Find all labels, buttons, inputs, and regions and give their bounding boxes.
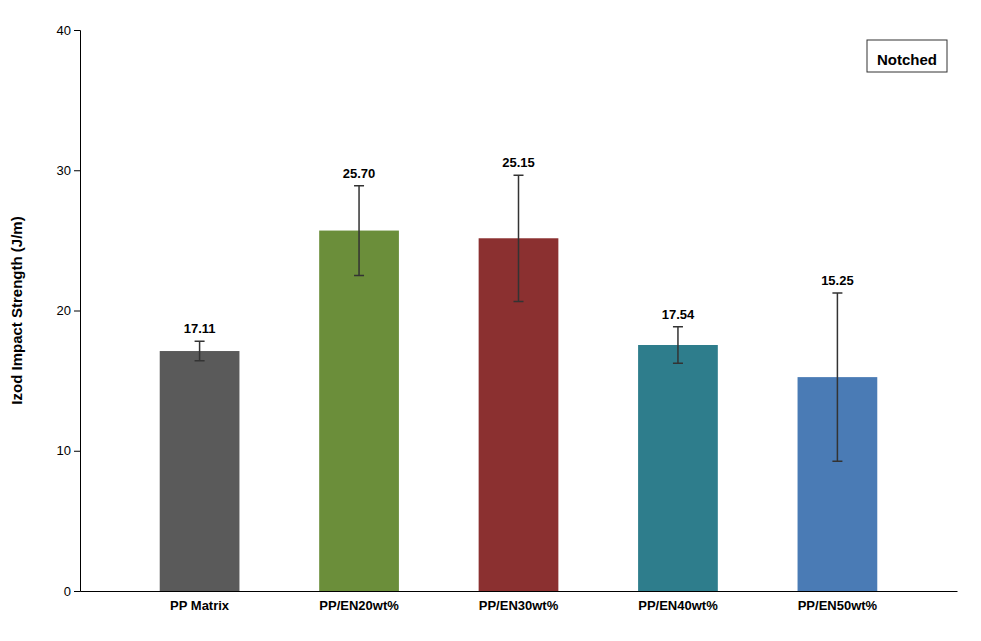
x-tick: PP/EN50wt%	[798, 591, 878, 613]
data-labels: 17.11 25.70 25.15 17.54 15.25	[184, 155, 854, 336]
legend-entry: Notched	[877, 51, 937, 68]
error-bar	[195, 341, 205, 361]
x-tick-label: PP/EN50wt%	[798, 598, 878, 613]
data-label: 15.25	[821, 273, 854, 288]
y-tick-label: 10	[57, 443, 71, 458]
marks	[160, 175, 878, 591]
legend-box	[867, 40, 947, 72]
error-bar	[673, 327, 683, 363]
x-tick: PP/EN30wt%	[479, 591, 559, 613]
y-tick-label: 30	[57, 163, 71, 178]
y-tick-mark	[74, 30, 80, 31]
x-tick: PP Matrix	[170, 591, 230, 613]
x-tick: PP/EN20wt%	[319, 591, 399, 613]
y-axis-line	[74, 31, 81, 592]
x-tick-label: PP/EN30wt%	[479, 598, 559, 613]
y-tick: 10	[57, 443, 80, 458]
x-axis-line	[81, 591, 958, 592]
y-axis-title: Izod Impact Strength (J/m)	[8, 216, 25, 404]
y-tick-mark	[74, 451, 80, 452]
bar	[319, 231, 399, 591]
data-label: 25.15	[502, 155, 535, 170]
data-label: 25.70	[343, 166, 376, 181]
y-tick-mark	[74, 591, 80, 592]
y-tick: 0	[64, 584, 80, 599]
y-tick: 20	[57, 303, 80, 318]
y-tick-mark	[74, 170, 80, 171]
data-label: 17.11	[184, 321, 216, 336]
x-axis: PP Matrix PP/EN20wt% PP/EN30wt% PP/EN40wt% P…	[81, 591, 958, 613]
y-tick-label: 40	[57, 23, 71, 38]
bar	[160, 351, 240, 591]
y-tick-label: 20	[57, 303, 71, 318]
legend: Notched	[867, 40, 947, 72]
series	[160, 175, 878, 591]
x-tick-label: PP/EN40wt%	[638, 598, 718, 613]
plot: 010203040PP MatrixPP/EN20wt%PP/EN30wt%PP…	[57, 23, 958, 614]
x-tick: PP/EN40wt%	[638, 591, 718, 613]
bar	[638, 345, 718, 591]
y-tick-label: 0	[64, 584, 71, 599]
error-bar	[514, 175, 524, 301]
error-bar	[832, 293, 842, 461]
y-tick: 30	[57, 163, 80, 178]
y-tick-mark	[74, 311, 80, 312]
y-tick: 40	[57, 23, 80, 38]
y-axis: 0 10 20 30 40	[57, 23, 81, 599]
x-tick-label: PP/EN20wt%	[319, 598, 399, 613]
x-tick-label: PP Matrix	[170, 598, 230, 613]
data-label: 17.54	[662, 307, 695, 322]
chart: 010203040PP MatrixPP/EN20wt%PP/EN30wt%PP…	[0, 0, 981, 641]
error-bar	[354, 186, 364, 276]
